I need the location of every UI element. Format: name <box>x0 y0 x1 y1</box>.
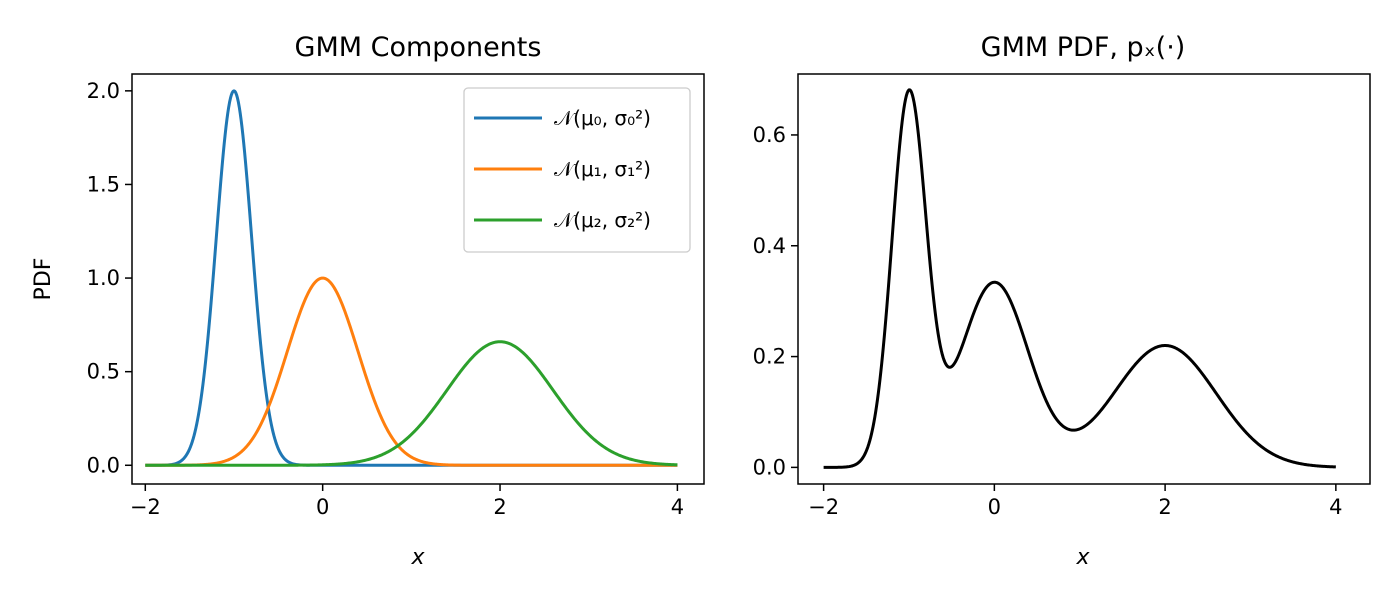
legend-label-component-1: 𝒩(μ₁, σ₁²) <box>554 157 651 181</box>
y-tick-label: 1.5 <box>87 172 120 196</box>
x-tick-label: 0 <box>316 495 329 519</box>
x-tick-label: −2 <box>130 495 161 519</box>
components-title: GMM Components <box>295 32 542 63</box>
y-tick-label: 1.0 <box>87 266 120 290</box>
mixture-axes-frame <box>797 73 1371 485</box>
mixture-title: GMM PDF, pₓ(·) <box>981 32 1186 63</box>
legend-box <box>463 87 691 253</box>
legend-label-component-2: 𝒩(μ₂, σ₂²) <box>554 208 651 232</box>
x-tick-label: 2 <box>493 495 506 519</box>
components-axes-frame <box>131 73 705 485</box>
mixture-plot-area <box>798 74 1370 484</box>
mixture-y-ticks: 0.0 0.2 0.4 0.6 <box>753 123 798 479</box>
x-tick-label: −2 <box>808 495 839 519</box>
y-tick-label: 0.2 <box>753 345 786 369</box>
components-curves <box>144 89 679 467</box>
mixture-panel: GMM PDF, pₓ(·) −2 0 2 4 0.0 0.2 0.4 0.6 x <box>753 32 1371 570</box>
components-y-ticks: 0.0 0.5 1.0 1.5 2.0 <box>87 79 132 477</box>
legend-label-component-0: 𝒩(μ₀, σ₀²) <box>554 106 651 130</box>
y-tick-label: 0.0 <box>753 455 786 479</box>
x-tick-label: 4 <box>1329 495 1342 519</box>
components-x-axis-label: x <box>410 545 425 570</box>
component-curve-1 <box>144 276 679 467</box>
mixture-x-axis-label: x <box>1075 545 1090 570</box>
mixture-pdf-curve <box>822 88 1337 469</box>
y-tick-label: 2.0 <box>87 79 120 103</box>
y-tick-label: 0.0 <box>87 453 120 477</box>
mixture-x-ticks: −2 0 2 4 <box>808 484 1343 519</box>
components-legend: 𝒩(μ₀, σ₀²) 𝒩(μ₁, σ₁²) 𝒩(μ₂, σ₂²) <box>463 87 691 253</box>
y-tick-label: 0.6 <box>753 123 786 147</box>
components-x-ticks: −2 0 2 4 <box>130 484 684 519</box>
mixture-curves <box>822 88 1337 469</box>
x-tick-label: 0 <box>988 495 1001 519</box>
components-y-axis-label: PDF <box>31 258 56 301</box>
y-tick-label: 0.4 <box>753 234 786 258</box>
x-tick-label: 2 <box>1158 495 1171 519</box>
x-tick-label: 4 <box>671 495 684 519</box>
component-curve-2 <box>144 340 679 467</box>
y-tick-label: 0.5 <box>87 360 120 384</box>
components-panel: GMM Components −2 0 2 4 0.0 0.5 1.0 1.5 2.0 x P… <box>31 32 705 570</box>
